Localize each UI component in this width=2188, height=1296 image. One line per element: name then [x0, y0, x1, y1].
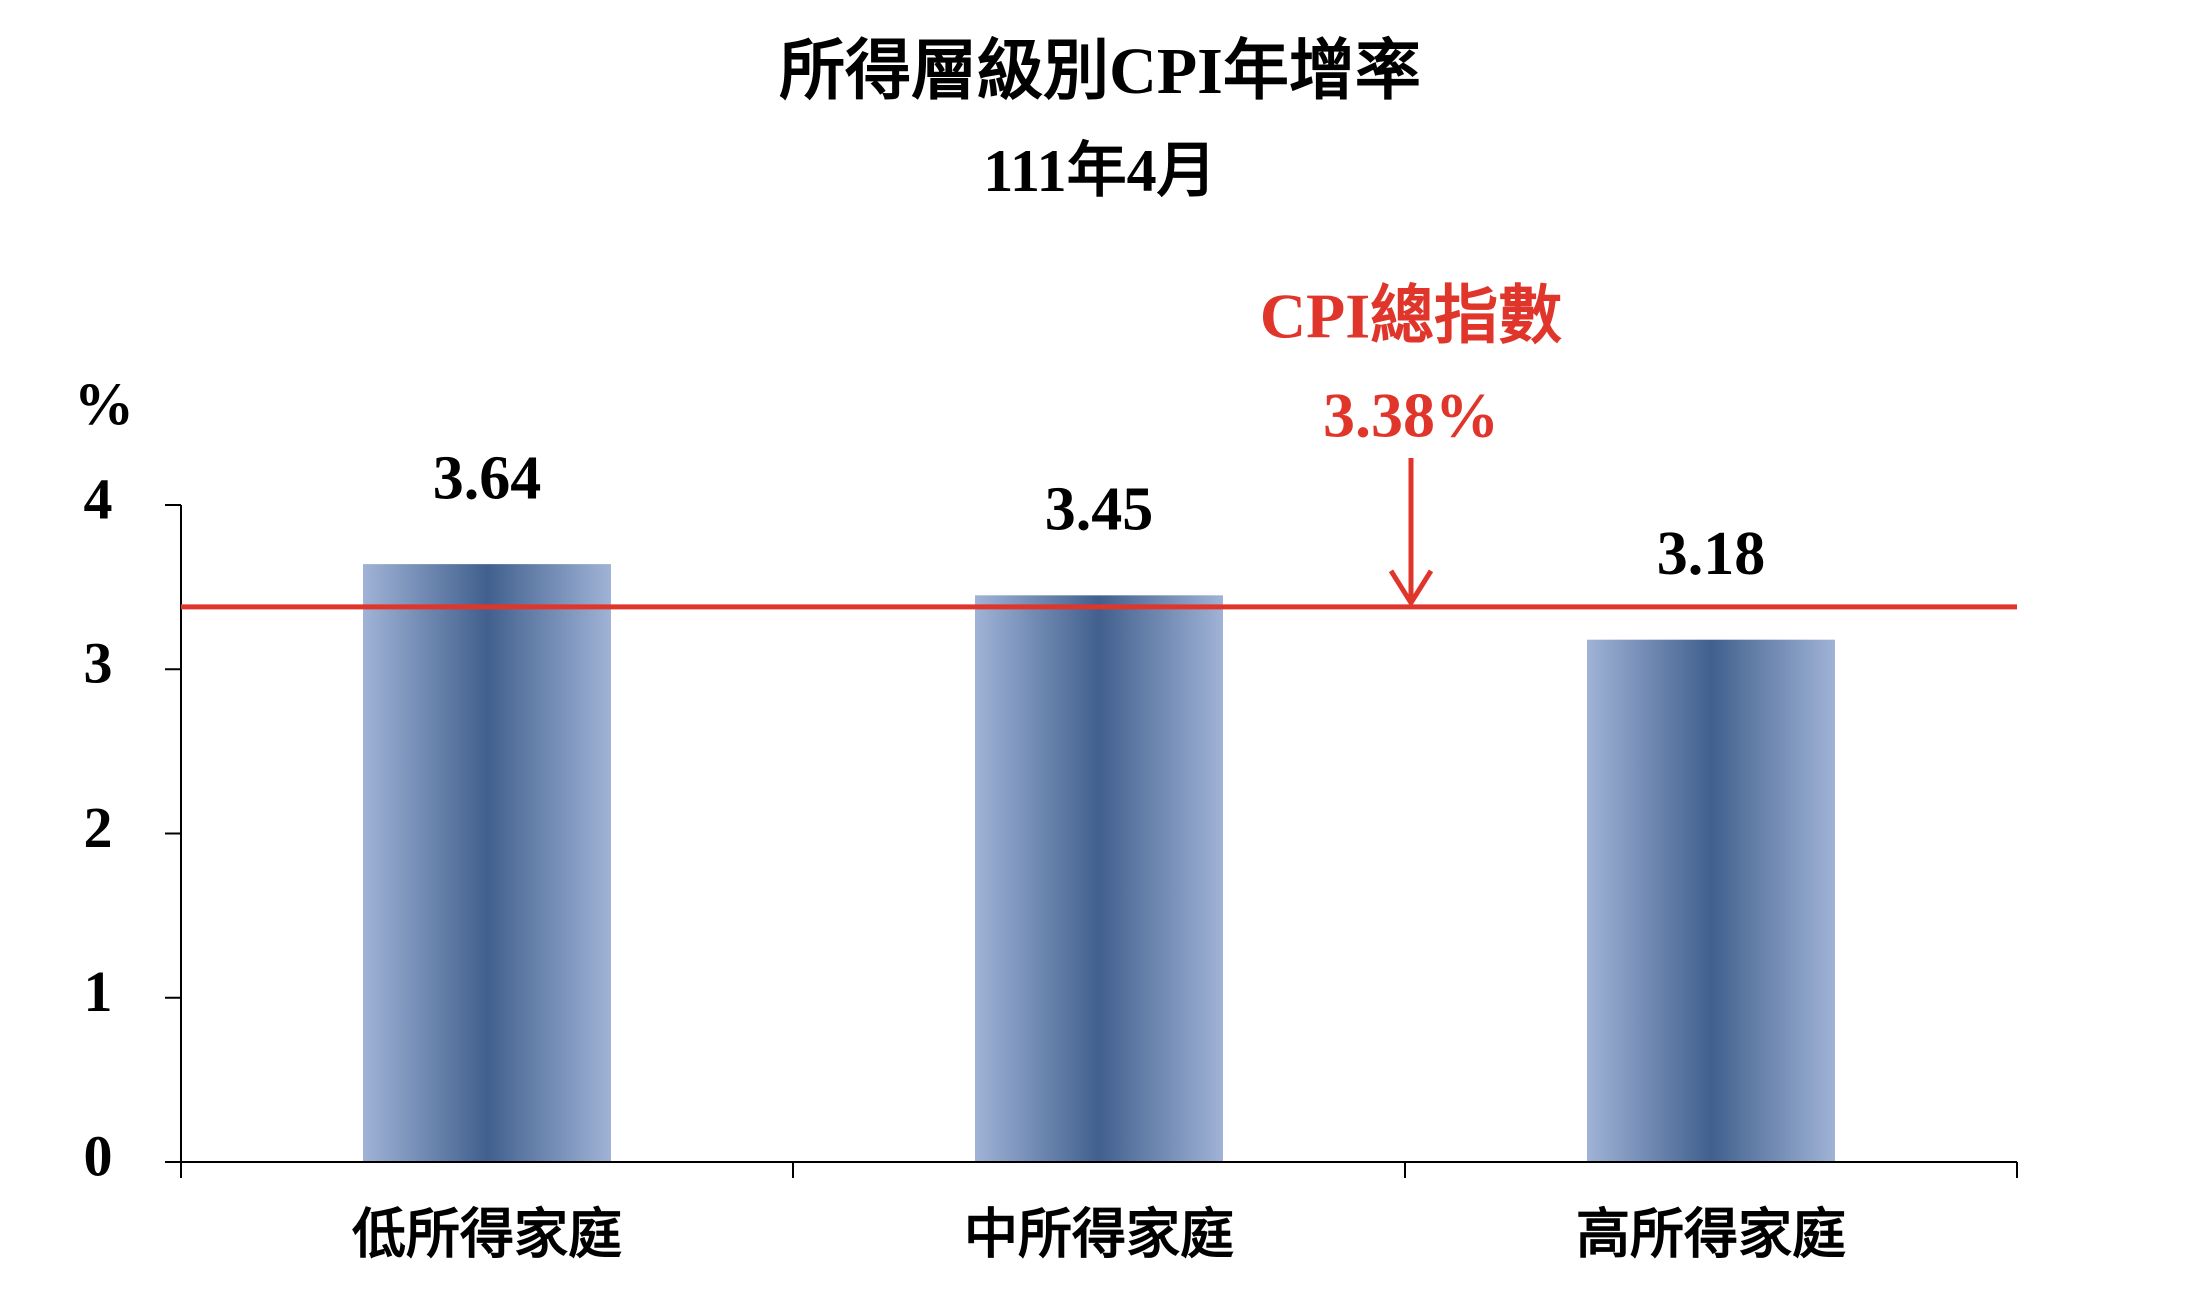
reference-label: 3.38%: [1323, 380, 1499, 451]
chart-subtitle: 111年4月: [983, 138, 1216, 204]
x-tick-label: 高所得家庭: [1576, 1204, 1846, 1264]
x-tick-label: 低所得家庭: [352, 1204, 622, 1264]
y-axis-label: %: [74, 371, 134, 437]
arrow-head: [1388, 569, 1434, 608]
value-label: 3.45: [1045, 476, 1154, 544]
y-tick-label: 1: [84, 959, 113, 1024]
bar: [363, 564, 611, 1162]
value-label: 3.64: [433, 444, 542, 512]
bar: [1587, 639, 1835, 1162]
bar: [975, 595, 1223, 1162]
chart-title: 所得層級別CPI年增率: [779, 35, 1421, 108]
y-tick-label: 3: [84, 631, 113, 696]
y-tick-label: 2: [84, 795, 113, 860]
value-label: 3.18: [1657, 520, 1766, 588]
reference-name: CPI總指數: [1260, 281, 1562, 352]
y-tick-label: 0: [84, 1123, 113, 1188]
y-tick-label: 4: [84, 466, 113, 531]
x-tick-label: 中所得家庭: [964, 1204, 1234, 1264]
